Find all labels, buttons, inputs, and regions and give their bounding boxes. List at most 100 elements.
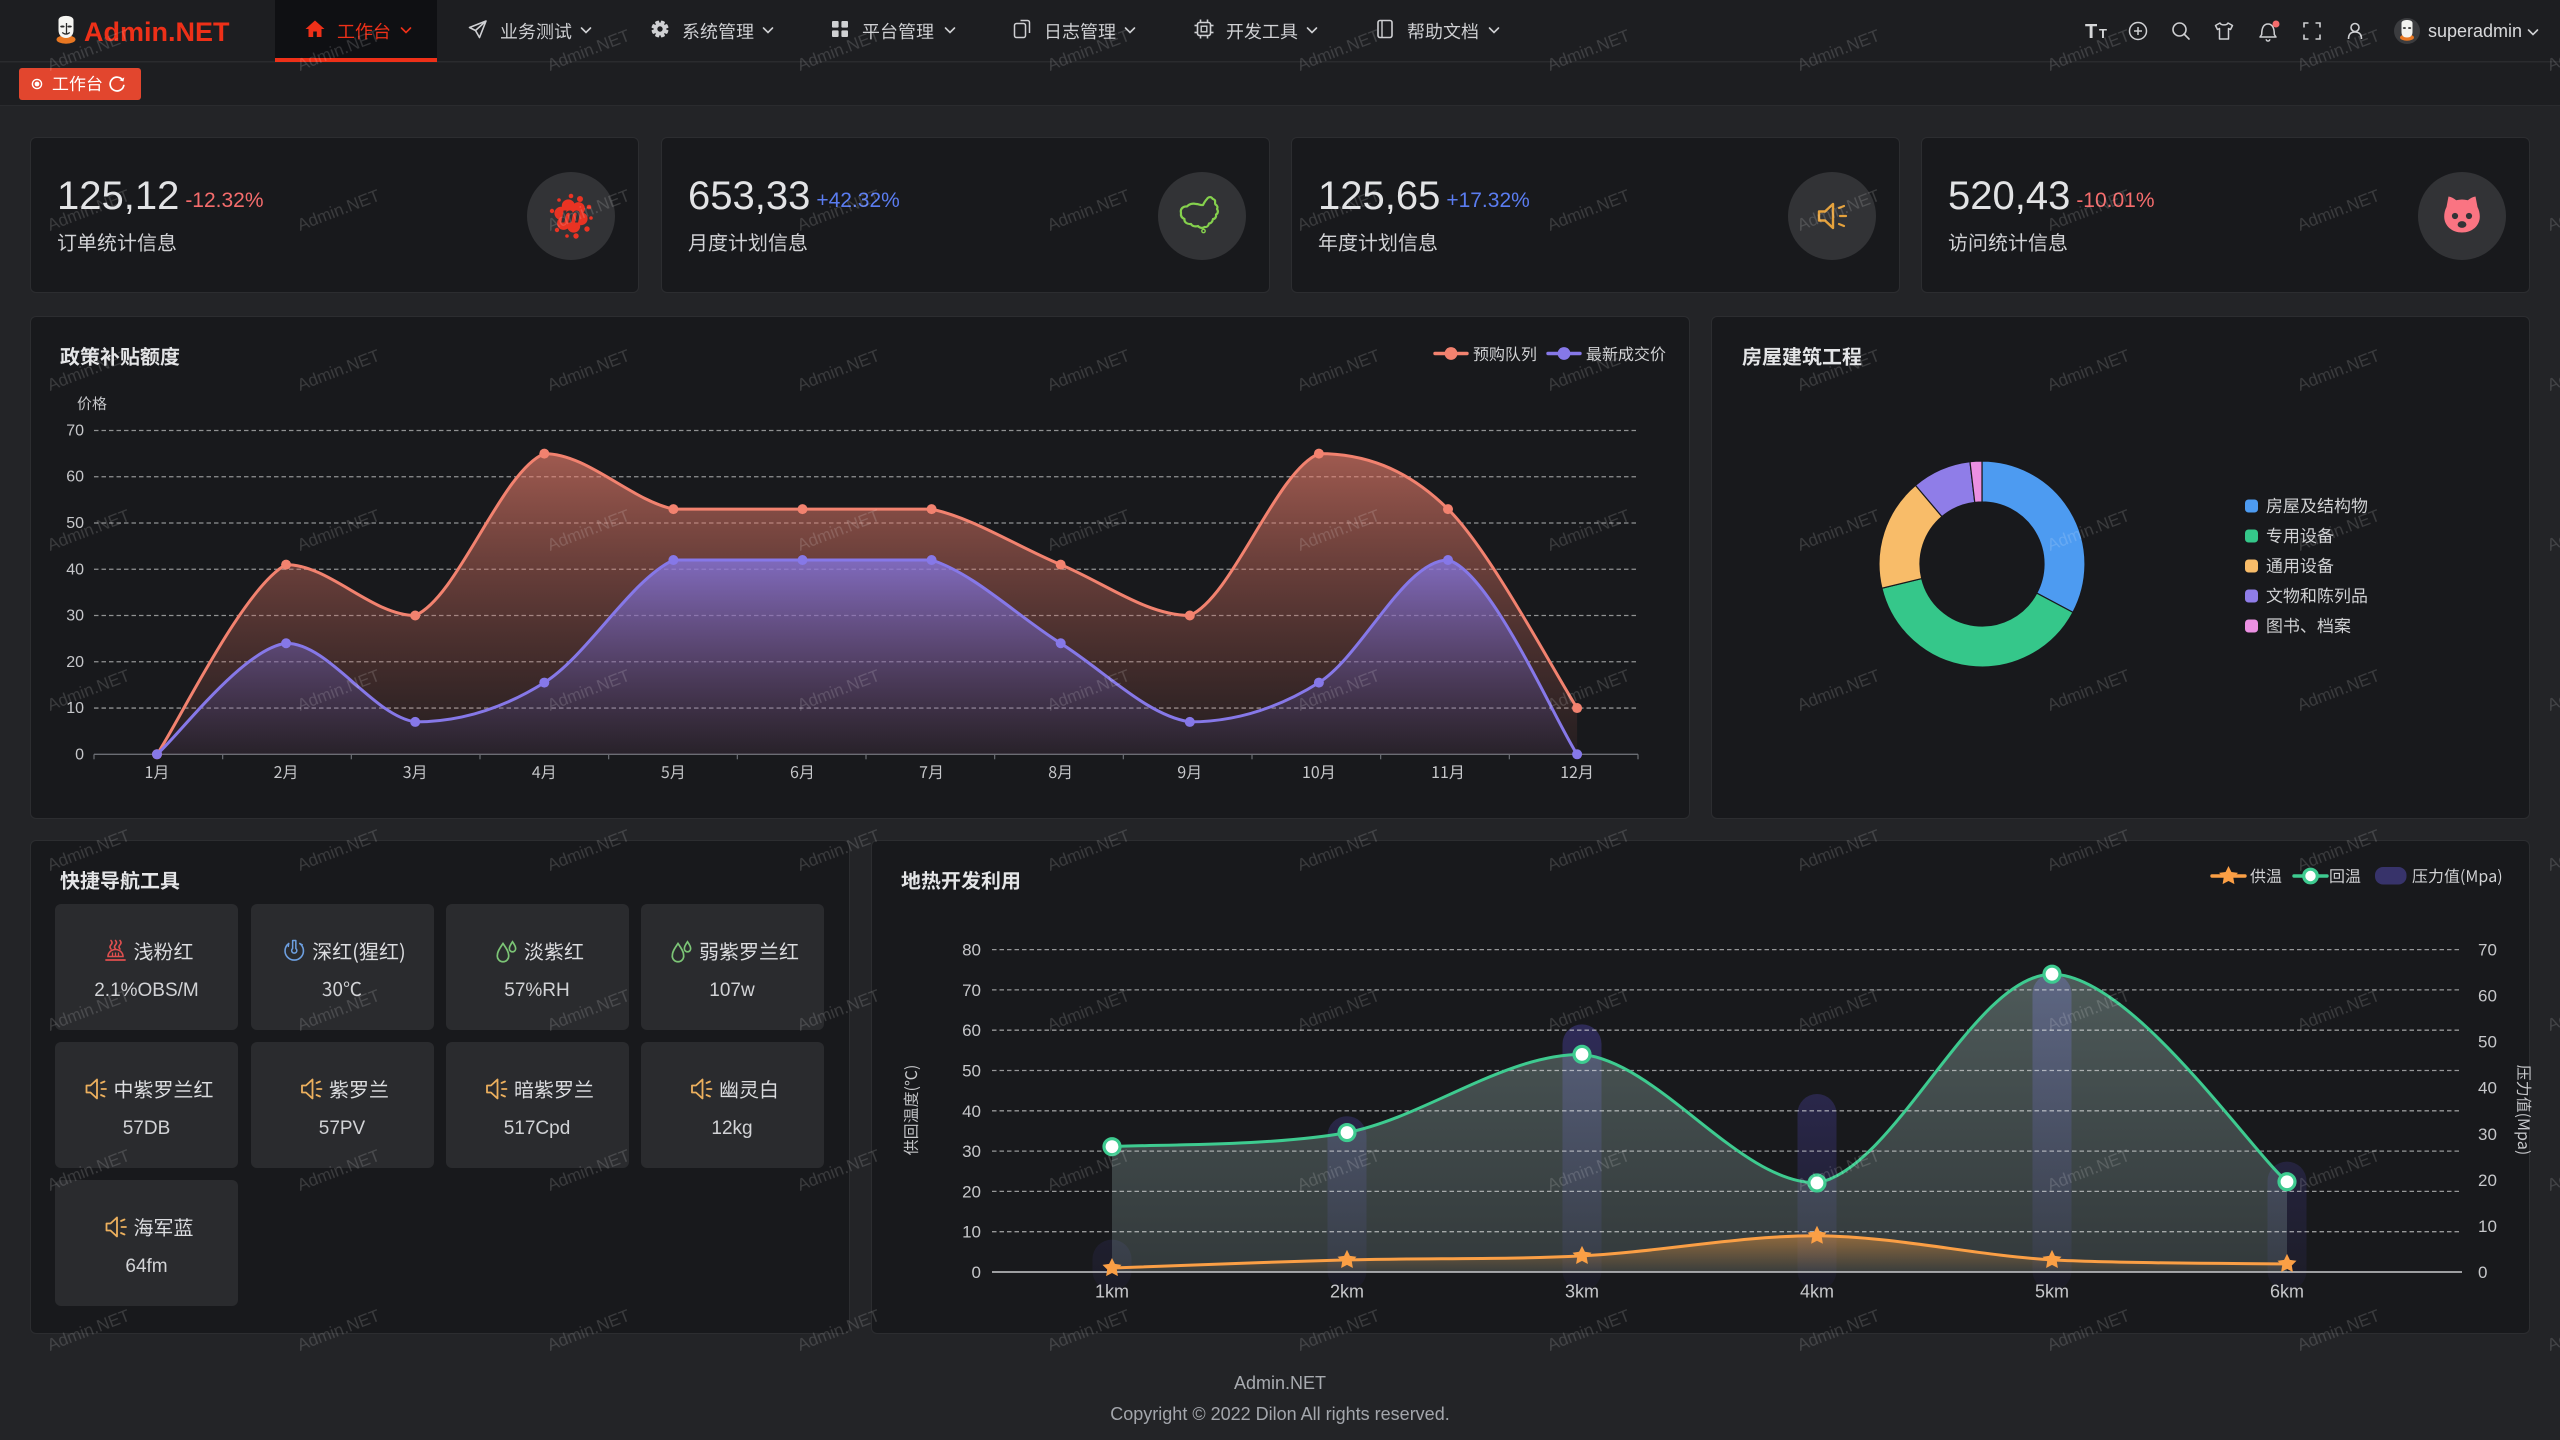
svg-text:70: 70 [66, 422, 84, 439]
svg-text:Admin.NET: Admin.NET [2295, 186, 2383, 235]
svg-text:Admin.NET: Admin.NET [2295, 666, 2383, 715]
svg-text:Admin.NET: Admin.NET [795, 826, 883, 875]
svg-text:125,12: 125,12 [57, 174, 179, 218]
svg-text:60: 60 [962, 1021, 981, 1040]
svg-text:107w: 107w [709, 980, 755, 1001]
svg-text:40: 40 [66, 561, 84, 578]
svg-text:Admin.NET: Admin.NET [1295, 26, 1383, 75]
svg-text:Admin.NET: Admin.NET [1545, 506, 1633, 555]
svg-text:3km: 3km [1565, 1282, 1599, 1302]
svg-text:Admin.NET: Admin.NET [2545, 826, 2560, 875]
svg-text:2km: 2km [1330, 1282, 1364, 1302]
svg-text:30: 30 [66, 608, 84, 625]
svg-text:125,65: 125,65 [1318, 174, 1440, 218]
svg-text:Admin.NET: Admin.NET [1045, 1306, 1133, 1355]
svg-text:+42.32%: +42.32% [816, 189, 900, 212]
svg-text:0: 0 [972, 1263, 981, 1282]
svg-text:Admin.NET: Admin.NET [795, 1146, 883, 1195]
svg-text:517Cpd: 517Cpd [504, 1118, 571, 1139]
svg-text:64fm: 64fm [125, 1256, 167, 1277]
svg-text:Admin.NET: Admin.NET [1295, 346, 1383, 395]
svg-text:Admin.NET: Admin.NET [295, 1306, 383, 1355]
svg-text:57PV: 57PV [319, 1118, 366, 1139]
svg-text:Admin.NET: Admin.NET [45, 506, 133, 555]
svg-text:Admin.NET: Admin.NET [1295, 1306, 1383, 1355]
svg-text:Admin.NET: Admin.NET [1795, 986, 1883, 1035]
svg-text:Admin.NET: Admin.NET [1795, 26, 1883, 75]
svg-text:Admin.NET: Admin.NET [795, 986, 883, 1035]
svg-text:Admin.NET: Admin.NET [2295, 986, 2383, 1035]
svg-text:Admin.NET: Admin.NET [1795, 346, 1883, 395]
svg-text:Admin.NET: Admin.NET [2295, 826, 2383, 875]
svg-text:Admin.NET: Admin.NET [1045, 186, 1133, 235]
svg-text:+17.32%: +17.32% [1446, 189, 1530, 212]
svg-text:60: 60 [2478, 987, 2497, 1006]
svg-text:70: 70 [962, 981, 981, 1000]
svg-text:653,33: 653,33 [688, 174, 810, 218]
svg-text:Admin.NET: Admin.NET [1795, 1306, 1883, 1355]
svg-text:Admin.NET: Admin.NET [2545, 26, 2560, 75]
svg-text:50: 50 [2478, 1033, 2497, 1052]
svg-text:0: 0 [2478, 1263, 2487, 1282]
svg-text:520,43: 520,43 [1948, 174, 2070, 218]
svg-text:T: T [2099, 26, 2107, 41]
svg-text:20: 20 [962, 1182, 981, 1201]
svg-text:Admin.NET: Admin.NET [795, 1306, 883, 1355]
svg-text:Admin.NET: Admin.NET [45, 826, 133, 875]
svg-text:Admin.NET: Admin.NET [2545, 666, 2560, 715]
svg-text:Admin.NET: Admin.NET [1234, 1373, 1326, 1393]
svg-text:80: 80 [962, 941, 981, 960]
svg-text:Admin.NET: Admin.NET [2295, 1306, 2383, 1355]
svg-text:5km: 5km [2035, 1282, 2069, 1302]
svg-text:Admin.NET: Admin.NET [1045, 346, 1133, 395]
svg-text:Admin.NET: Admin.NET [1045, 986, 1133, 1035]
svg-text:2.1%OBS/M: 2.1%OBS/M [94, 980, 199, 1001]
svg-text:Admin.NET: Admin.NET [1295, 826, 1383, 875]
svg-text:Admin.NET: Admin.NET [295, 346, 383, 395]
svg-text:Admin.NET: Admin.NET [2295, 26, 2383, 75]
svg-text:30: 30 [962, 1142, 981, 1161]
svg-text:Admin.NET: Admin.NET [2045, 666, 2133, 715]
svg-text:m: m [561, 203, 581, 228]
svg-text:Admin.NET: Admin.NET [2545, 186, 2560, 235]
svg-text:Admin.NET: Admin.NET [2545, 1146, 2560, 1195]
svg-text:Admin.NET: Admin.NET [1545, 1306, 1633, 1355]
svg-text:Admin.NET: Admin.NET [1045, 826, 1133, 875]
svg-text:Admin.NET: Admin.NET [545, 1146, 633, 1195]
svg-text:Admin.NET: Admin.NET [1795, 826, 1883, 875]
svg-text:Admin.NET: Admin.NET [1045, 506, 1133, 555]
svg-text:Admin.NET: Admin.NET [1545, 26, 1633, 75]
svg-text:Admin.NET: Admin.NET [295, 986, 383, 1035]
svg-text:10: 10 [66, 700, 84, 717]
svg-text:10: 10 [962, 1223, 981, 1242]
svg-text:Admin.NET: Admin.NET [1795, 186, 1883, 235]
svg-text:Admin.NET: Admin.NET [1795, 506, 1883, 555]
svg-text:1km: 1km [1095, 1282, 1129, 1302]
svg-text:Copyright © 2022 Dilon All rig: Copyright © 2022 Dilon All rights reserv… [1110, 1404, 1449, 1424]
svg-text:Admin.NET: Admin.NET [2545, 986, 2560, 1035]
svg-text:6km: 6km [2270, 1282, 2304, 1302]
svg-text:Admin.NET: Admin.NET [295, 506, 383, 555]
svg-text:T: T [2085, 21, 2097, 43]
svg-text:Admin.NET: Admin.NET [45, 1306, 133, 1355]
svg-text:Admin.NET: Admin.NET [295, 1146, 383, 1195]
svg-text:0: 0 [75, 746, 84, 763]
svg-text:70: 70 [2478, 941, 2497, 960]
svg-text:Admin.NET: Admin.NET [545, 346, 633, 395]
svg-text:Admin.NET: Admin.NET [2545, 346, 2560, 395]
svg-text:Admin.NET: Admin.NET [1295, 986, 1383, 1035]
svg-text:50: 50 [66, 515, 84, 532]
svg-text:60: 60 [66, 469, 84, 486]
svg-text:-10.01%: -10.01% [2076, 189, 2154, 212]
svg-text:-12.32%: -12.32% [185, 189, 263, 212]
svg-text:50: 50 [962, 1062, 981, 1081]
svg-text:Admin.NET: Admin.NET [795, 346, 883, 395]
svg-text:Admin.NET: Admin.NET [2295, 506, 2383, 555]
svg-text:Admin.NET: Admin.NET [2545, 506, 2560, 555]
svg-text:Admin.NET: Admin.NET [545, 826, 633, 875]
svg-text:40: 40 [2478, 1079, 2497, 1098]
svg-text:20: 20 [66, 654, 84, 671]
svg-text:Admin.NET: Admin.NET [2295, 346, 2383, 395]
svg-text:Admin.NET: Admin.NET [2045, 826, 2133, 875]
svg-text:20: 20 [2478, 1171, 2497, 1190]
